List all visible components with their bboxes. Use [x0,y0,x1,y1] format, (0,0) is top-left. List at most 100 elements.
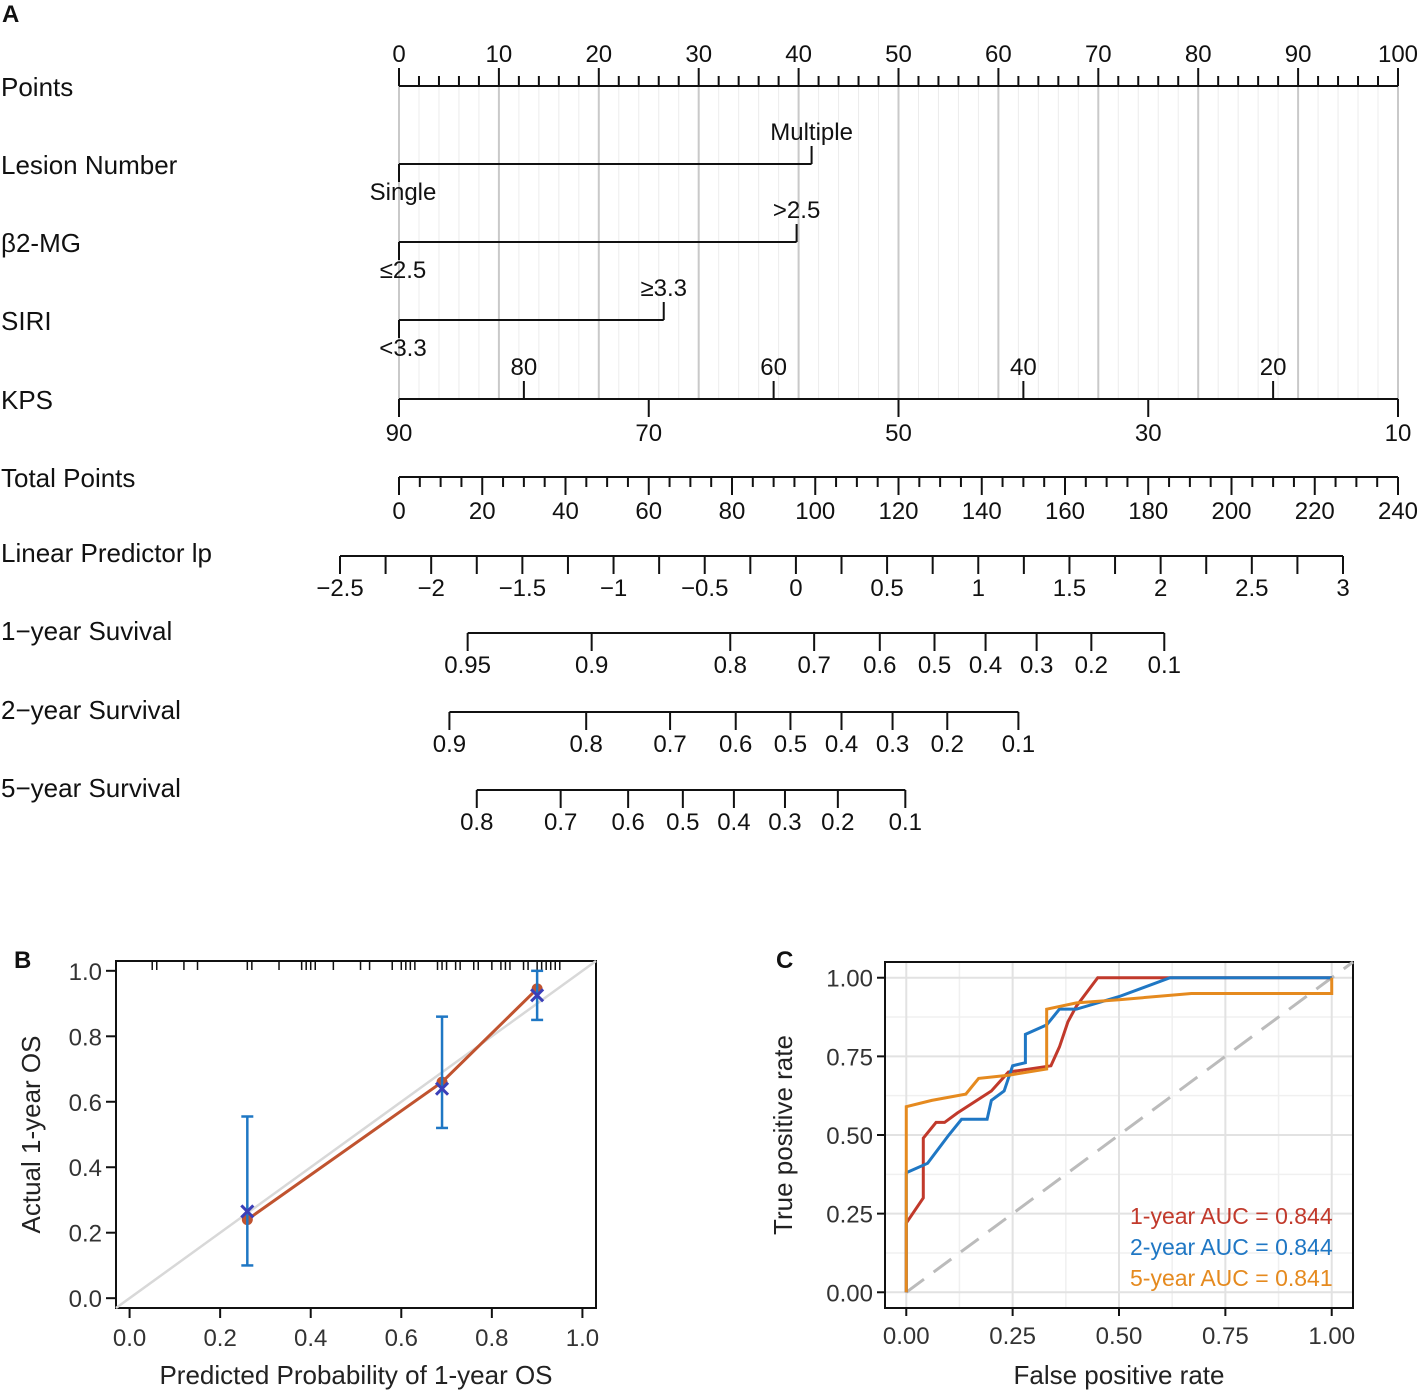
y-axis-title: Actual 1-year OS [16,1036,46,1234]
observed-mark [240,1204,255,1219]
total-points-tick-label: 220 [1295,498,1335,525]
factor-level-label: Multiple [770,119,853,146]
y-tick-label: 0.8 [69,1024,102,1051]
survival-tick-label: 0.4 [717,809,750,836]
y-tick-label: 0.2 [69,1221,102,1248]
points-tick-label: 0 [392,41,405,68]
factor-level-label: ≤2.5 [380,257,427,284]
survival-tick-label: 0.9 [575,652,608,679]
points-tick-label: 30 [685,41,712,68]
y-tick-label: 1.00 [826,966,873,993]
panel-label-a: A [2,1,19,28]
points-tick-label: 10 [486,41,513,68]
row-label: 1−year Suvival [1,616,172,646]
row-label: β2-MG [1,228,81,258]
survival-tick-label: 0.5 [666,809,699,836]
legend-entry: 1-year AUC = 0.844 [1130,1203,1333,1229]
lp-tick-label: −2.5 [316,575,363,602]
nomogram-panel: A Points Lesion Number β2-MG SIRI KPS Total Po… [1,1,1418,836]
y-tick-label: 0.0 [69,1286,102,1313]
total-points-tick-label: 140 [962,498,1002,525]
points-tick-label: 80 [1185,41,1212,68]
row-label: Linear Predictor lp [1,538,212,568]
calibration-panel: B 0.0 0.0 0.2 0.2 0.4 0.4 0.6 0.6 0.8 0.8 1.0 1.0 Pre… [14,947,599,1390]
x-tick-label: 0.2 [203,1325,236,1352]
points-tick-label: 40 [785,41,812,68]
kps-tick-label: 40 [1010,354,1037,381]
lp-tick-label: 0.5 [870,575,903,602]
factor-level-label: Single [370,179,437,206]
survival-tick-label: 0.3 [1020,652,1053,679]
survival-tick-label: 0.5 [918,652,951,679]
row-label: Total Points [1,463,135,493]
total-points-tick-label: 240 [1378,498,1418,525]
total-points-tick-label: 100 [795,498,835,525]
survival-tick-label: 0.6 [719,731,752,758]
kps-tick-label: 60 [760,354,787,381]
survival-tick-label: 0.3 [768,809,801,836]
lp-tick-label: 1 [972,575,985,602]
lp-tick-label: 2.5 [1235,575,1268,602]
survival-tick-label: 0.95 [444,652,491,679]
plot-frame [115,960,597,1309]
row-label: SIRI [1,306,52,336]
survival-tick-label: 0.8 [570,731,603,758]
legend-entry: 5-year AUC = 0.841 [1130,1265,1333,1291]
roc-curve-1 [904,976,1332,1293]
survival-tick-label: 0.1 [889,809,922,836]
y-tick-label: 0.4 [69,1155,102,1182]
legend-entry: 2-year AUC = 0.844 [1130,1234,1333,1260]
total-points-tick-label: 0 [392,498,405,525]
row-label: Points [1,72,73,102]
x-tick-label: 1.00 [1308,1323,1355,1350]
observed-mark [434,1081,450,1096]
points-tick-label: 50 [885,41,912,68]
ideal-line [115,959,597,1310]
points-tick-label: 100 [1378,41,1418,68]
survival-tick-label: 0.7 [544,809,577,836]
x-tick-label: 1.0 [566,1325,599,1352]
points-tick-label: 60 [985,41,1012,68]
x-axis-title: False positive rate [1014,1360,1225,1390]
survival-tick-label: 0.4 [969,652,1002,679]
survival-tick-label: 0.4 [825,731,858,758]
survival-tick-label: 0.7 [797,652,830,679]
survival-tick-label: 0.8 [460,809,493,836]
factor-level-label: ≥3.3 [640,275,687,302]
kps-tick-label: 50 [885,420,912,447]
survival-tick-label: 0.2 [821,809,854,836]
lp-tick-label: 0 [789,575,802,602]
row-label: 5−year Survival [1,773,181,803]
x-tick-label: 0.00 [883,1323,930,1350]
survival-tick-label: 0.2 [1075,652,1108,679]
lp-tick-label: −0.5 [681,575,728,602]
total-points-tick-label: 200 [1211,498,1251,525]
kps-tick-label: 10 [1385,420,1412,447]
row-label: KPS [1,385,53,415]
total-points-tick-label: 60 [635,498,662,525]
panel-label-b: B [14,947,31,974]
lp-tick-label: 1.5 [1053,575,1086,602]
y-tick-label: 0.75 [826,1044,873,1071]
survival-tick-label: 0.1 [1002,731,1035,758]
y-tick-label: 1.0 [69,959,102,986]
factor-level-label: >2.5 [773,197,820,224]
x-axis-title: Predicted Probability of 1-year OS [159,1360,552,1390]
roc-panel: C 0.00 0.00 0.25 0.25 0.50 0.50 0.75 0.75 1.00 1.0… [768,947,1355,1390]
survival-tick-label: 0.6 [611,809,644,836]
lp-tick-label: −1 [600,575,627,602]
kps-tick-label: 30 [1135,420,1162,447]
y-tick-label: 0.25 [826,1202,873,1229]
total-points-tick-label: 40 [552,498,579,525]
y-tick-label: 0.50 [826,1123,873,1150]
survival-tick-label: 0.3 [876,731,909,758]
reference-diagonal [905,960,1354,1294]
x-tick-label: 0.6 [385,1325,418,1352]
lp-tick-label: 2 [1154,575,1167,602]
roc-curve-3 [904,977,1334,1293]
factor-level-label: <3.3 [379,335,426,362]
x-tick-label: 0.4 [294,1325,327,1352]
survival-tick-label: 0.6 [863,652,896,679]
total-points-tick-label: 160 [1045,498,1085,525]
